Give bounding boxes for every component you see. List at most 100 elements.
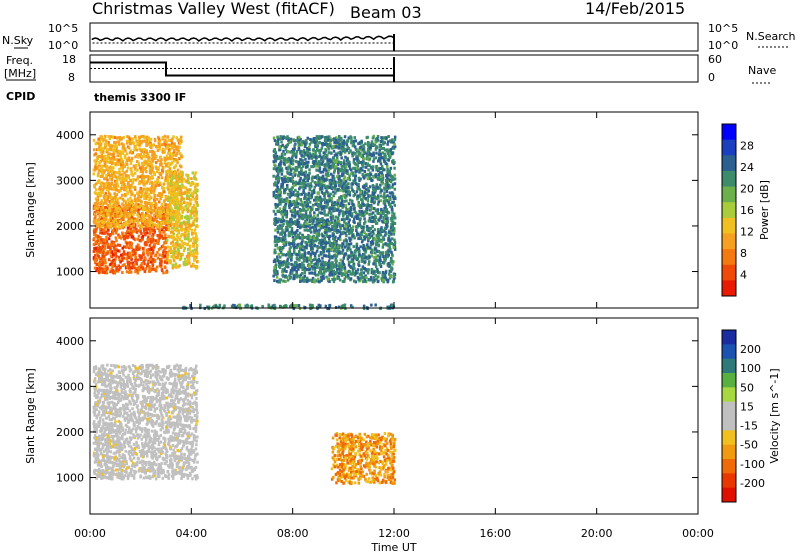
- heatmap-cell: [161, 203, 164, 206]
- heatmap-cell: [131, 208, 134, 211]
- heatmap-cell: [172, 236, 175, 239]
- heatmap-cell: [129, 190, 132, 193]
- heatmap-cell: [126, 265, 129, 268]
- heatmap-cell: [112, 148, 115, 151]
- heatmap-cell: [191, 212, 194, 215]
- heatmap-cell: [166, 218, 169, 221]
- heatmap-cell: [142, 167, 145, 170]
- heatmap-cell: [334, 187, 337, 190]
- heatmap-cell: [373, 276, 376, 279]
- heatmap-cell: [358, 201, 361, 204]
- heatmap-cell: [282, 253, 285, 256]
- heatmap-cell: [167, 162, 170, 165]
- heatmap-cell: [111, 200, 114, 203]
- heatmap-cell: [119, 235, 122, 238]
- heatmap-cell: [357, 237, 360, 240]
- heatmap-cell: [137, 156, 140, 159]
- heatmap-cell: [176, 197, 179, 200]
- heatmap-cell: [117, 198, 120, 201]
- heatmap-cell: [134, 220, 137, 223]
- heatmap-cell: [363, 271, 366, 274]
- heatmap-cell: [109, 193, 112, 196]
- heatmap-cell: [96, 203, 99, 206]
- heatmap-cell: [135, 208, 138, 211]
- heatmap-cell: [152, 224, 155, 227]
- heatmap-cell: [368, 213, 371, 216]
- heatmap-cell: [128, 261, 131, 264]
- heatmap-cell: [178, 180, 181, 183]
- heatmap-cell: [99, 140, 102, 143]
- heatmap-cell: [275, 219, 278, 222]
- heatmap-cell: [109, 233, 112, 236]
- heatmap-cell: [163, 199, 166, 202]
- heatmap-cell: [342, 249, 345, 252]
- nave-tick-top: 60: [708, 53, 722, 66]
- heatmap-cell: [100, 263, 103, 266]
- heatmap-cell: [118, 150, 121, 153]
- heatmap-cell: [116, 228, 119, 231]
- heatmap-cell: [176, 234, 179, 237]
- heatmap-cell: [149, 171, 152, 174]
- heatmap-cell: [93, 250, 96, 253]
- heatmap-cell: [366, 225, 369, 228]
- heatmap-cell: [317, 214, 320, 217]
- heatmap-cell: [318, 169, 321, 172]
- heatmap-cell: [97, 235, 100, 238]
- heatmap-cell: [366, 154, 369, 157]
- heatmap-cell: [289, 151, 292, 154]
- heatmap-cell: [112, 204, 115, 207]
- heatmap-cell: [134, 194, 137, 197]
- heatmap-cell: [156, 220, 159, 223]
- heatmap-cell: [394, 188, 397, 191]
- heatmap-cell: [329, 186, 332, 189]
- heatmap-cell: [354, 162, 357, 165]
- heatmap-cell: [332, 234, 335, 237]
- heatmap-cell: [157, 166, 160, 169]
- heatmap-cell: [169, 152, 172, 155]
- heatmap-cell: [193, 177, 196, 180]
- heatmap-cell: [97, 174, 100, 177]
- heatmap-cell: [352, 272, 355, 275]
- heatmap-cell: [193, 252, 196, 255]
- heatmap-cell: [141, 190, 144, 193]
- heatmap-cell: [277, 231, 280, 234]
- heatmap-cell: [142, 188, 145, 191]
- heatmap-cell: [375, 216, 378, 219]
- heatmap-cell: [130, 262, 133, 265]
- heatmap-cell: [145, 228, 148, 231]
- heatmap-cell: [311, 265, 314, 268]
- heatmap-cell: [183, 235, 186, 238]
- heatmap-cell: [98, 161, 101, 164]
- heatmap-cell: [276, 280, 279, 283]
- heatmap-cell: [126, 270, 129, 273]
- heatmap-cell: [191, 232, 194, 235]
- heatmap-cell: [273, 210, 276, 213]
- heatmap-cell: [305, 210, 308, 213]
- heatmap-cell: [126, 212, 129, 215]
- heatmap-cell: [190, 253, 193, 256]
- heatmap-cell: [150, 215, 153, 218]
- heatmap-cell: [151, 235, 154, 238]
- heatmap-cell: [101, 168, 104, 171]
- heatmap-cell: [170, 200, 173, 203]
- heatmap-cell: [110, 225, 113, 228]
- heatmap-cell: [354, 136, 357, 139]
- heatmap-cell: [106, 214, 109, 217]
- heatmap-cell: [281, 173, 284, 176]
- heatmap-cell: [287, 262, 290, 265]
- heatmap-cell: [156, 251, 159, 254]
- heatmap-cell: [109, 177, 112, 180]
- heatmap-cell: [96, 156, 99, 159]
- heatmap-cell: [105, 200, 108, 203]
- heatmap-cell: [390, 223, 393, 226]
- heatmap-cell: [349, 167, 352, 170]
- heatmap-cell: [106, 240, 109, 243]
- heatmap-cell: [278, 253, 281, 256]
- heatmap-cell: [161, 143, 164, 146]
- heatmap-cell: [290, 263, 293, 266]
- heatmap-cell: [331, 197, 334, 200]
- heatmap-cell: [315, 169, 318, 172]
- heatmap-cell: [119, 220, 122, 223]
- heatmap-cell: [161, 176, 164, 179]
